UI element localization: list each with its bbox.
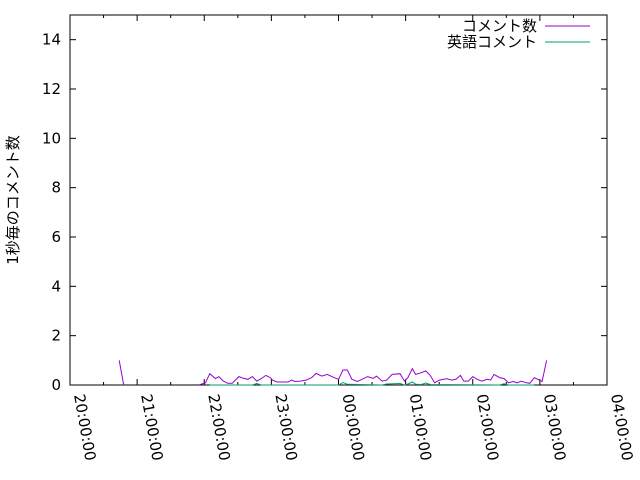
y-tick-label: 2 [51, 327, 61, 345]
plot-frame [69, 14, 608, 386]
y-tick-label: 12 [42, 80, 61, 98]
x-tick-label: 02:00:00 [473, 393, 502, 462]
y-tick-label: 10 [42, 129, 61, 147]
y-axis-label: 1秒毎のコメント数 [4, 135, 22, 265]
x-tick-label: 00:00:00 [339, 393, 368, 462]
legend-label: 英語コメント [447, 33, 537, 51]
x-tick-label: 21:00:00 [137, 393, 166, 462]
series-line-1 [209, 381, 535, 386]
x-tick-label: 23:00:00 [271, 393, 300, 462]
y-tick-label: 4 [51, 277, 61, 295]
x-tick-label: 22:00:00 [204, 393, 233, 462]
x-tick-label: 03:00:00 [540, 393, 569, 462]
x-tick-label: 20:00:00 [70, 393, 99, 462]
y-tick-label: 8 [51, 179, 61, 197]
x-tick-label: 04:00:00 [607, 393, 636, 462]
y-tick-label: 14 [42, 31, 61, 49]
y-tick-label: 6 [51, 228, 61, 246]
x-tick-label: 01:00:00 [406, 393, 435, 462]
series-line-0 [198, 360, 548, 386]
series-line-0 [118, 360, 125, 386]
y-tick-label: 0 [51, 376, 61, 394]
legend-label: コメント数 [462, 17, 537, 35]
